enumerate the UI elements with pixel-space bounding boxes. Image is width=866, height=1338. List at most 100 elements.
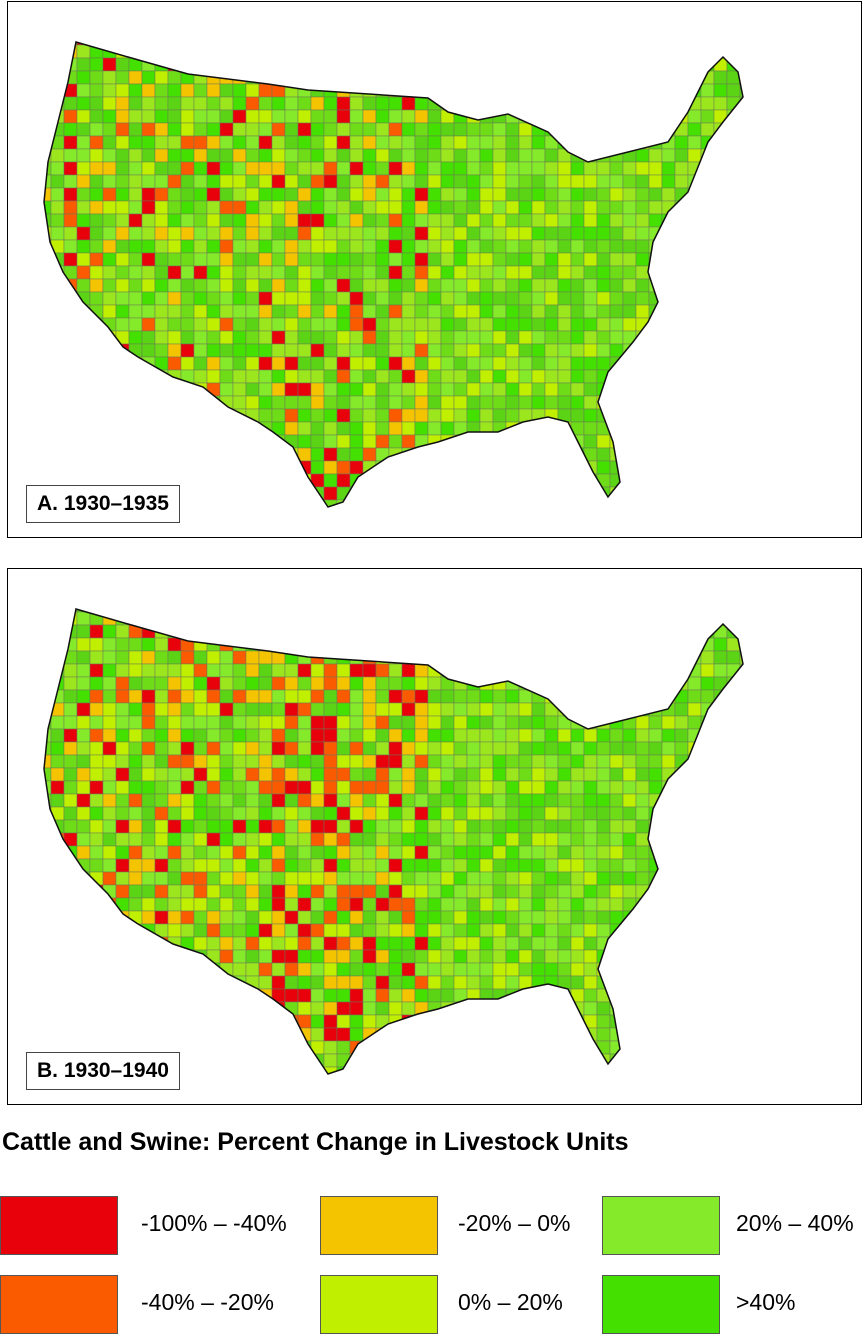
county-cell xyxy=(271,819,286,834)
county-cell xyxy=(50,988,65,1003)
county-cell xyxy=(141,1027,156,1042)
county-cell xyxy=(505,122,520,137)
county-cell xyxy=(505,278,520,293)
county-cell xyxy=(453,741,468,756)
county-cell xyxy=(596,858,611,873)
county-cell xyxy=(284,1066,299,1074)
county-cell xyxy=(453,499,468,507)
county-cell xyxy=(453,897,468,912)
county-cell xyxy=(154,689,169,704)
county-cell xyxy=(297,988,312,1003)
county-cell xyxy=(388,819,403,834)
county-cell xyxy=(401,83,416,98)
county-cell xyxy=(76,767,91,782)
county-cell xyxy=(206,858,221,873)
county-cell xyxy=(739,447,743,462)
county-cell xyxy=(596,1014,611,1029)
county-cell xyxy=(518,161,533,176)
county-cell xyxy=(557,845,572,860)
county-cell xyxy=(427,609,442,613)
county-cell xyxy=(193,819,208,834)
county-cell xyxy=(193,832,208,847)
county-cell xyxy=(375,1001,390,1016)
county-cell xyxy=(44,832,52,847)
county-cell xyxy=(544,135,559,150)
county-cell xyxy=(700,845,715,860)
county-cell xyxy=(284,1027,299,1042)
county-cell xyxy=(284,611,299,626)
county-cell xyxy=(531,304,546,319)
county-cell xyxy=(440,741,455,756)
county-cell xyxy=(674,780,689,795)
county-cell xyxy=(427,962,442,977)
county-cell xyxy=(440,161,455,176)
county-cell xyxy=(323,871,338,886)
county-cell xyxy=(154,96,169,111)
county-cell xyxy=(44,434,52,449)
county-cell xyxy=(713,499,728,507)
county-cell xyxy=(375,109,390,124)
county-cell xyxy=(284,806,299,821)
county-cell xyxy=(518,213,533,228)
county-cell xyxy=(128,96,143,111)
county-cell xyxy=(141,871,156,886)
county-cell xyxy=(102,1027,117,1042)
county-cell xyxy=(570,161,585,176)
county-cell xyxy=(349,70,364,85)
county-cell xyxy=(206,611,221,626)
county-cell xyxy=(739,278,743,293)
county-cell xyxy=(505,200,520,215)
county-cell xyxy=(479,663,494,678)
county-cell xyxy=(375,624,390,639)
county-cell xyxy=(570,728,585,743)
county-cell xyxy=(375,44,390,59)
county-cell xyxy=(154,382,169,397)
county-cell xyxy=(557,1053,572,1068)
county-cell xyxy=(609,473,624,488)
county-cell xyxy=(427,382,442,397)
county-cell xyxy=(427,858,442,873)
county-cell xyxy=(102,265,117,280)
county-cell xyxy=(375,1040,390,1055)
county-cell xyxy=(492,57,507,72)
county-cell xyxy=(687,213,702,228)
county-cell xyxy=(115,702,130,717)
county-cell xyxy=(310,871,325,886)
county-cell xyxy=(167,317,182,332)
county-cell xyxy=(401,317,416,332)
county-cell xyxy=(141,44,156,59)
county-cell xyxy=(661,611,676,626)
county-cell xyxy=(336,793,351,808)
county-cell xyxy=(505,499,520,507)
county-cell xyxy=(609,1001,624,1016)
county-cell xyxy=(713,975,728,990)
county-cell xyxy=(427,252,442,267)
county-cell xyxy=(726,624,741,639)
county-cell xyxy=(362,187,377,202)
county-cell xyxy=(557,637,572,652)
county-cell xyxy=(622,122,637,137)
county-cell xyxy=(297,1040,312,1055)
county-cell xyxy=(531,624,546,639)
county-cell xyxy=(700,499,715,507)
county-cell xyxy=(518,884,533,899)
county-cell xyxy=(89,395,104,410)
county-cell xyxy=(635,611,650,626)
county-cell xyxy=(700,910,715,925)
county-cell xyxy=(180,728,195,743)
county-cell xyxy=(310,793,325,808)
county-cell xyxy=(232,291,247,306)
county-cell xyxy=(687,265,702,280)
county-cell xyxy=(297,447,312,462)
county-cell xyxy=(76,395,91,410)
county-cell xyxy=(323,304,338,319)
county-cell xyxy=(193,936,208,951)
county-cell xyxy=(453,343,468,358)
county-cell xyxy=(713,754,728,769)
county-cell xyxy=(50,408,65,423)
county-cell xyxy=(232,382,247,397)
county-cell xyxy=(401,962,416,977)
county-cell xyxy=(739,70,743,85)
county-cell xyxy=(622,936,637,951)
county-cell xyxy=(258,1040,273,1055)
